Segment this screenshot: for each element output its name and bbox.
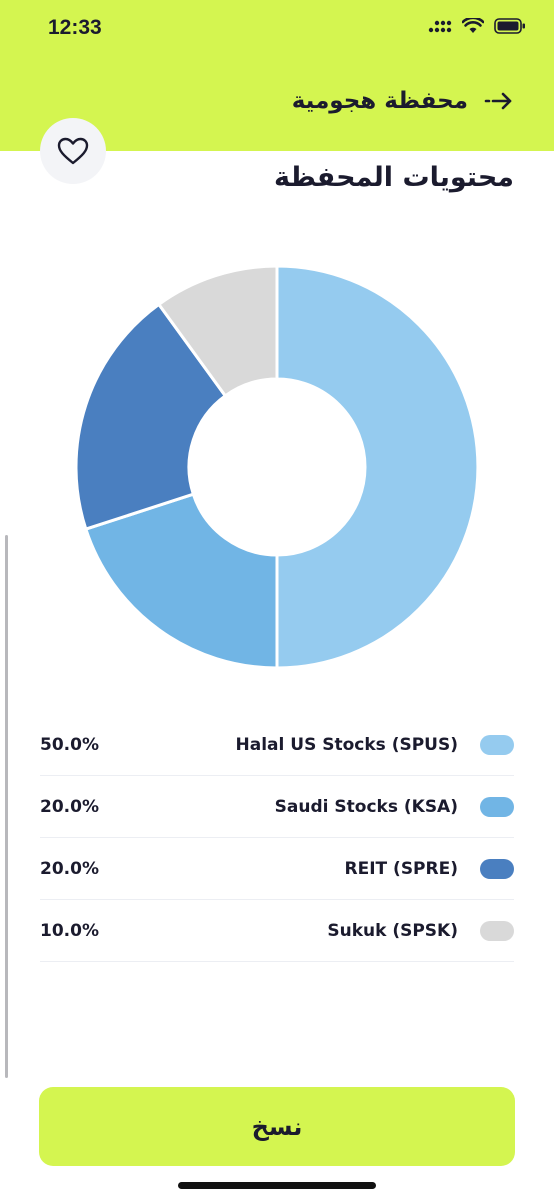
- legend-name: REIT (SPRE): [344, 858, 459, 879]
- favorite-button[interactable]: [40, 118, 106, 184]
- arrow-right-icon[interactable]: [484, 91, 514, 111]
- legend-row: 10.0% Sukuk (SPSK): [40, 900, 514, 962]
- legend-percent: 10.0%: [40, 920, 99, 941]
- legend-percent: 20.0%: [40, 796, 99, 817]
- heart-icon: [57, 137, 89, 165]
- donut-slice-3: [74, 302, 228, 532]
- copy-button[interactable]: نسخ: [39, 1087, 515, 1166]
- battery-icon: [494, 18, 525, 34]
- section-title: محتويات المحفظة: [274, 162, 514, 193]
- donut-slice-1: [275, 264, 480, 670]
- legend-name: Saudi Stocks (KSA): [274, 796, 458, 817]
- legend-label-group: Sukuk (SPSK): [327, 920, 514, 941]
- legend-label-group: Saudi Stocks (KSA): [274, 796, 514, 817]
- legend-percent: 50.0%: [40, 734, 99, 755]
- signal-icon: [428, 20, 452, 33]
- legend-swatch: [480, 734, 514, 755]
- copy-button-label: نسخ: [251, 1112, 303, 1141]
- donut-slice-2: [83, 492, 279, 670]
- legend-row: 50.0% Halal US Stocks (SPUS): [40, 714, 514, 776]
- legend-swatch: [480, 920, 514, 941]
- home-indicator: [178, 1182, 376, 1189]
- legend-name: Halal US Stocks (SPUS): [235, 734, 458, 755]
- nav-row: محفظة هجومية: [292, 88, 514, 114]
- portfolio-donut-chart: [74, 264, 480, 670]
- legend-percent: 20.0%: [40, 858, 99, 879]
- donut-slice-4: [156, 264, 279, 398]
- legend-swatch: [480, 796, 514, 817]
- status-icons: [428, 18, 526, 34]
- legend-row: 20.0% REIT (SPRE): [40, 838, 514, 900]
- legend-list: 50.0% Halal US Stocks (SPUS) 20.0% Saudi St…: [40, 714, 514, 962]
- wifi-icon: [462, 18, 484, 33]
- legend-name: Sukuk (SPSK): [327, 920, 458, 941]
- legend-label-group: REIT (SPRE): [344, 858, 514, 879]
- legend-row: 20.0% Saudi Stocks (KSA): [40, 776, 514, 838]
- status-time: 12:33: [48, 16, 102, 39]
- legend-swatch: [480, 858, 514, 879]
- scrollbar[interactable]: [5, 535, 8, 1078]
- page-title: محفظة هجومية: [291, 88, 468, 114]
- legend-label-group: Halal US Stocks (SPUS): [235, 734, 514, 755]
